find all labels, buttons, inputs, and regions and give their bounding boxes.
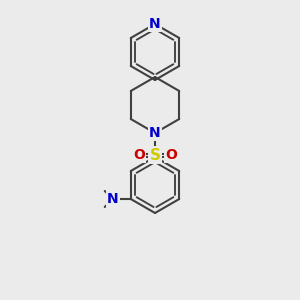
Text: N: N [149, 126, 161, 140]
Text: S: S [149, 148, 161, 163]
Text: O: O [165, 148, 177, 162]
Text: N: N [149, 17, 161, 31]
Text: O: O [133, 148, 145, 162]
Text: N: N [107, 192, 118, 206]
